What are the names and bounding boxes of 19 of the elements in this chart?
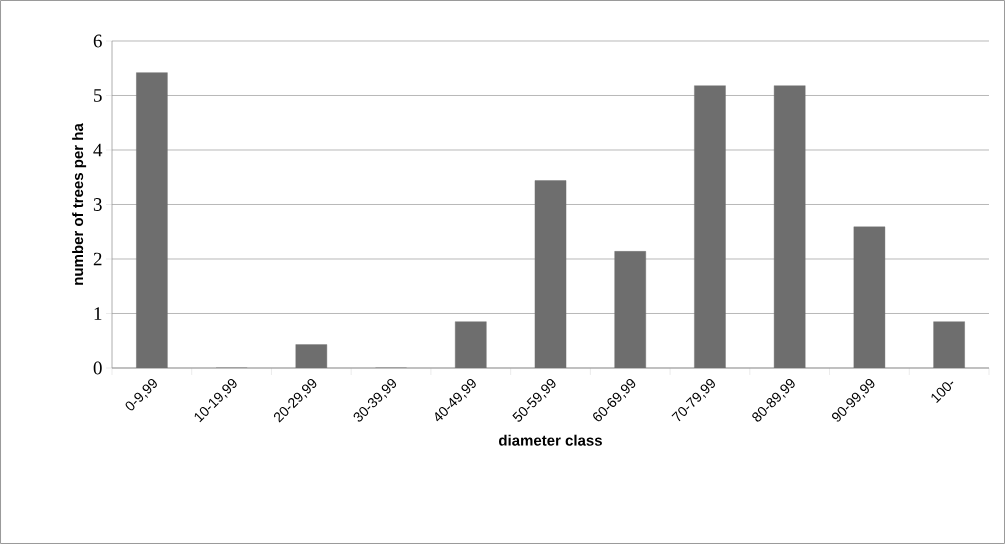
y-tick-label: 6 [93, 34, 102, 48]
y-tick-label: 3 [93, 198, 102, 211]
x-tick-label: 100- [931, 381, 954, 404]
y-tick-label: 4 [93, 143, 103, 157]
bar [773, 85, 806, 368]
bar [614, 251, 646, 368]
bar [455, 321, 487, 368]
bar [534, 180, 567, 368]
bar [295, 344, 328, 368]
y-tick-label: 0 [93, 361, 102, 375]
bar [694, 85, 726, 368]
y-axis-title: number of trees per ha [72, 123, 87, 285]
bar [933, 321, 965, 368]
x-axis-title: diameter class [499, 434, 602, 446]
y-tick-label: 2 [93, 252, 102, 266]
bar [853, 226, 886, 368]
bar [136, 72, 168, 368]
y-tick-label: 5 [94, 89, 102, 102]
y-tick-label: 1 [94, 307, 102, 320]
